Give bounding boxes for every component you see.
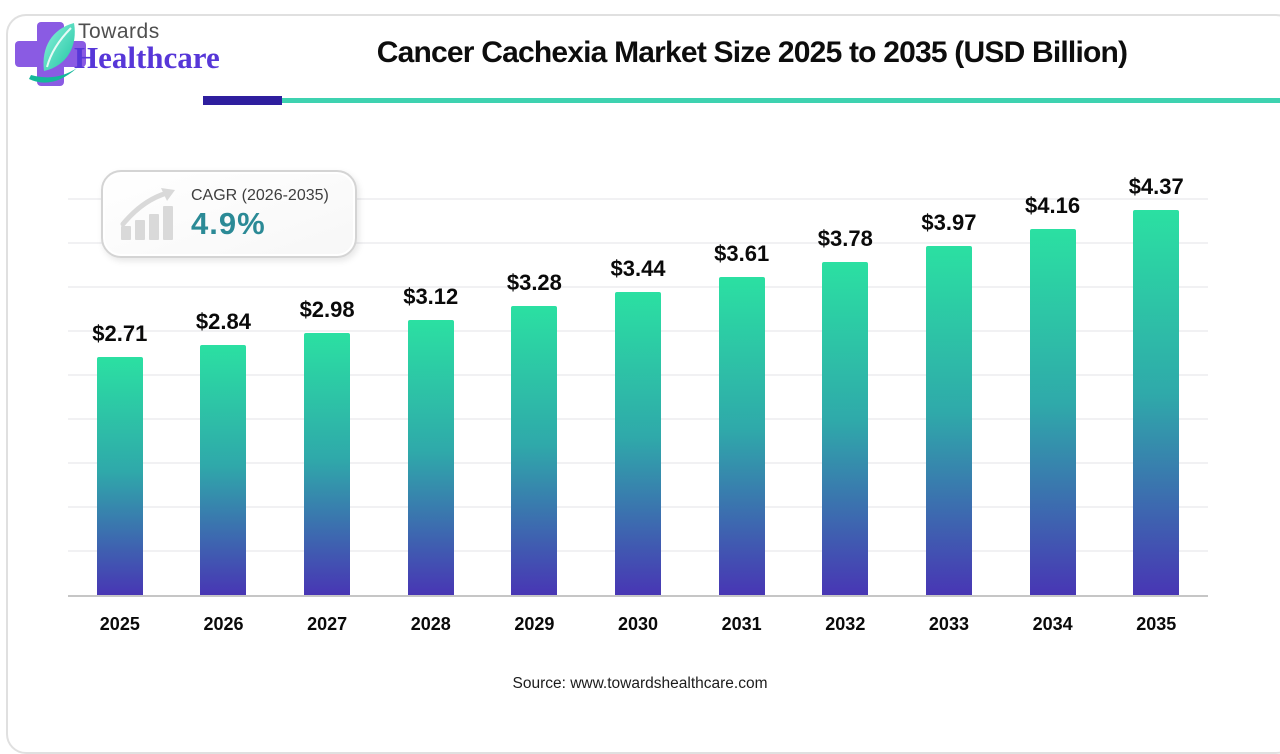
page-title: Cancer Cachexia Market Size 2025 to 2035… xyxy=(376,36,1128,69)
bar-column: $2.98 2027 xyxy=(275,157,379,634)
gridline xyxy=(68,286,1208,288)
plot-area: $2.71 2025 $2.84 2026 $2.98 2027 $3.12 2… xyxy=(68,157,1208,634)
bar-value-label: $3.97 xyxy=(921,210,977,235)
brand-towards: Towards xyxy=(78,20,160,43)
bar-value-label: $2.98 xyxy=(299,297,355,322)
bar xyxy=(615,292,662,595)
bar-value-label: $3.44 xyxy=(610,256,666,281)
header-rule-teal-segment xyxy=(282,97,1280,103)
x-axis-tick-label: 2032 xyxy=(825,614,866,634)
bar xyxy=(1133,210,1180,595)
towards-healthcare-logo-icon xyxy=(15,22,86,86)
bar xyxy=(511,306,558,595)
x-axis-tick-label: 2025 xyxy=(99,614,140,634)
bar-column: $4.37 2035 xyxy=(1104,157,1208,634)
gridline xyxy=(68,242,1208,244)
bar-value-label: $3.28 xyxy=(506,270,562,295)
cagr-label: CAGR (2026-2035) xyxy=(191,186,329,204)
bar xyxy=(96,357,143,595)
bar-column: $3.44 2030 xyxy=(586,157,690,634)
x-axis-tick-label: 2028 xyxy=(410,614,451,634)
header-rule xyxy=(203,95,1280,105)
bar-value-label: $4.16 xyxy=(1025,193,1081,218)
header-rule-purple-segment xyxy=(203,95,282,105)
x-axis-tick-label: 2027 xyxy=(307,614,348,634)
x-axis-tick-label: 2029 xyxy=(514,614,555,634)
bar-value-label: $2.71 xyxy=(92,321,148,346)
cagr-badge: CAGR (2026-2035) 4.9% xyxy=(101,170,357,258)
bar-value-label: $4.37 xyxy=(1128,174,1184,199)
bar xyxy=(822,262,869,595)
x-axis-tick-label: 2030 xyxy=(618,614,659,634)
bar xyxy=(1029,229,1076,595)
x-axis-tick-label: 2034 xyxy=(1032,614,1073,634)
bar-column: $4.16 2034 xyxy=(1001,157,1105,634)
x-axis-tick-label: 2033 xyxy=(928,614,969,634)
bar-column: $3.61 2031 xyxy=(690,157,794,634)
gridline xyxy=(68,198,1208,200)
bar-column: $3.28 2029 xyxy=(483,157,587,634)
bar xyxy=(304,333,351,595)
x-axis-tick-label: 2031 xyxy=(721,614,762,634)
bar xyxy=(718,277,765,595)
bar-column: $3.12 2028 xyxy=(379,157,483,634)
source-line: Source: www.towardshealthcare.com xyxy=(512,675,768,692)
bar xyxy=(200,345,247,595)
bar-value-label: $3.12 xyxy=(403,284,459,309)
bar-value-label: $2.84 xyxy=(195,309,251,334)
bar-value-label: $3.78 xyxy=(817,226,873,251)
bar xyxy=(407,320,454,595)
bar-columns: $2.71 2025 $2.84 2026 $2.98 2027 $3.12 2… xyxy=(68,157,1208,634)
growth-chart-icon xyxy=(120,188,175,240)
leaf-icon xyxy=(29,23,77,83)
bar-column: $3.97 2033 xyxy=(897,157,1001,634)
cagr-value: 4.9% xyxy=(191,205,266,241)
bar-column: $2.84 2026 xyxy=(172,157,276,634)
bar-column: $3.78 2032 xyxy=(793,157,897,634)
x-axis-tick-label: 2026 xyxy=(203,614,244,634)
x-axis-tick-label: 2035 xyxy=(1136,614,1177,634)
bar-column: $2.71 2025 xyxy=(68,157,172,634)
bar-value-label: $3.61 xyxy=(714,241,770,266)
bar xyxy=(925,246,972,595)
brand-healthcare: Healthcare xyxy=(74,40,220,75)
